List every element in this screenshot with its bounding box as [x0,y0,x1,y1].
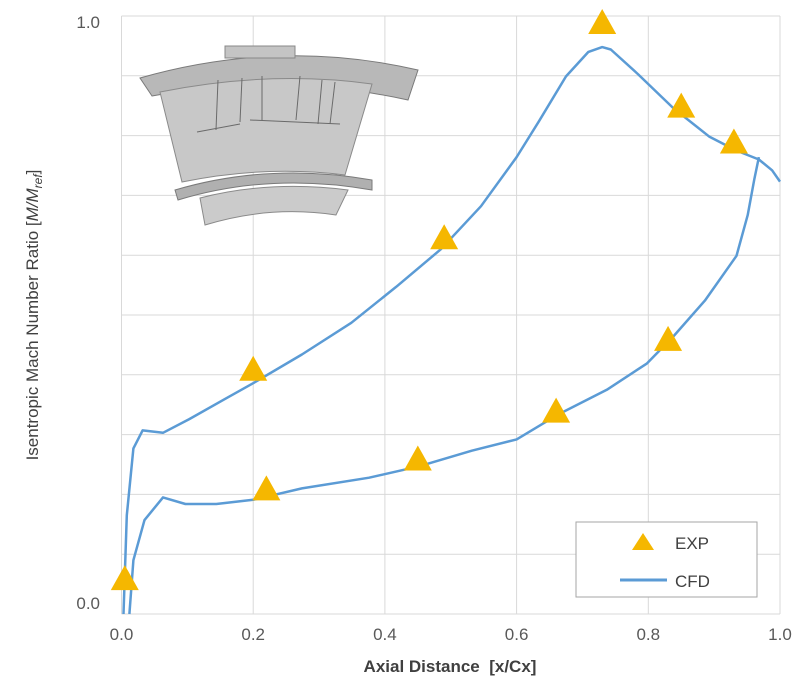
x-axis-label: Axial Distance [x/Cx] [364,657,537,676]
legend-cfd-label: CFD [675,572,710,591]
exp-point [252,475,281,501]
exp-point [403,445,432,471]
legend-box [575,521,758,598]
grid [121,15,781,615]
y-label-suffix: ] [23,170,42,175]
x-tick-label: 0.4 [373,625,397,644]
axes: 0.0 0.2 0.4 0.6 0.8 1.0 0.0 1.0 [76,13,791,644]
exp-point [719,128,748,154]
y-tick-label: 0.0 [76,594,100,613]
y-axis-label: Isentropic Mach Number Ratio [M/Mref] [23,170,45,461]
y-tick-label: 1.0 [76,13,100,32]
legend-exp-label: EXP [675,534,709,553]
x-tick-label: 0.6 [505,625,529,644]
cfd-line-pressure-side [128,156,761,615]
plot-marks [110,8,782,615]
y-label-subscript: ref [31,173,45,189]
exp-point [430,224,459,250]
exp-point [239,355,268,381]
exp-point [110,565,139,591]
legend-exp-marker [632,533,654,550]
exp-point [654,325,683,351]
exp-point [542,397,571,423]
exp-point [667,92,696,118]
x-tick-label: 0.2 [241,625,265,644]
legend: EXP CFD [575,521,758,598]
cfd-line-suction-side [122,45,782,615]
y-label-symbol: M/M [23,187,42,221]
x-tick-label: 0.0 [110,625,134,644]
turbine-blade-inset-image [139,45,419,226]
x-tick-label: 0.8 [636,625,660,644]
x-tick-label: 1.0 [768,625,792,644]
exp-point [588,8,617,34]
y-label-prefix: Isentropic Mach Number Ratio [ [23,221,42,460]
